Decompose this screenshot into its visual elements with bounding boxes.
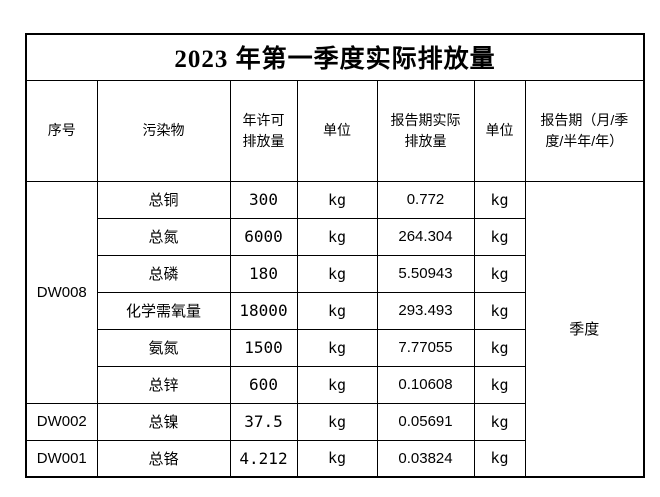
cell-permitted-value: 6000	[229, 217, 298, 256]
cell-permitted-value: 4.212	[229, 439, 298, 478]
table-row: 化学需氧量 18000 kg 293.493 kg	[26, 291, 644, 330]
table-row: DW008 总铜 300 kg 0.772 kg 季度	[25, 180, 645, 478]
cell-outfall-dw008: DW008	[25, 180, 98, 404]
cell-actual-value: 0.03824	[376, 439, 475, 478]
cell-pollutant: 总铬	[96, 439, 231, 478]
table-row: DW002 总镍 37.5 kg 0.05691 kg	[25, 402, 644, 441]
cell-permit-unit: kg	[296, 291, 378, 330]
header-permitted-emission: 年许可排放量	[229, 79, 298, 182]
cell-actual-value: 293.493	[376, 291, 475, 330]
table-row: 总锌 600 kg 0.10608 kg	[26, 365, 644, 404]
table-row: 氨氮 1500 kg 7.77055 kg	[26, 328, 644, 367]
cell-actual-unit: kg	[473, 365, 526, 404]
table-row: 总氮 6000 kg 264.304 kg	[26, 217, 644, 256]
cell-permit-unit: kg	[296, 439, 378, 478]
cell-actual-unit: kg	[473, 254, 526, 293]
cell-permit-unit: kg	[296, 254, 378, 293]
cell-actual-value: 0.05691	[376, 402, 475, 441]
cell-actual-unit: kg	[473, 439, 526, 478]
title-row: 2023 年第一季度实际排放量	[25, 33, 645, 81]
cell-permitted-value: 1500	[229, 328, 298, 367]
cell-permit-unit: kg	[296, 180, 378, 219]
cell-permitted-value: 37.5	[229, 402, 298, 441]
cell-permit-unit: kg	[296, 328, 378, 367]
cell-pollutant: 总氮	[96, 217, 231, 256]
cell-actual-value: 5.50943	[376, 254, 475, 293]
cell-actual-value: 264.304	[376, 217, 475, 256]
cell-permitted-value: 600	[229, 365, 298, 404]
cell-permitted-value: 300	[229, 180, 298, 219]
cell-actual-unit: kg	[473, 180, 526, 219]
cell-actual-value: 0.10608	[376, 365, 475, 404]
cell-actual-unit: kg	[473, 328, 526, 367]
cell-permitted-value: 18000	[229, 291, 298, 330]
cell-permit-unit: kg	[296, 217, 378, 256]
cell-permit-unit: kg	[296, 402, 378, 441]
header-serial-number: 序号	[25, 79, 98, 182]
cell-outfall-dw002: DW002	[25, 402, 98, 441]
header-unit-1: 单位	[296, 79, 378, 182]
page-title: 2023 年第一季度实际排放量	[25, 33, 645, 81]
cell-pollutant: 总镍	[96, 402, 231, 441]
cell-permitted-value: 180	[229, 254, 298, 293]
cell-reporting-period: 季度	[524, 180, 645, 478]
header-pollutant: 污染物	[96, 79, 231, 182]
cell-actual-value: 7.77055	[376, 328, 475, 367]
cell-actual-value: 0.772	[376, 180, 475, 219]
table-row: 总磷 180 kg 5.50943 kg	[26, 254, 644, 293]
header-reporting-period: 报告期（月/季度/半年/年）	[524, 79, 645, 182]
header-unit-2: 单位	[473, 79, 526, 182]
emission-table: 2023 年第一季度实际排放量 序号 污染物 年许可排放量 单位 报告期实际排放…	[25, 33, 646, 478]
cell-permit-unit: kg	[296, 365, 378, 404]
header-row: 序号 污染物 年许可排放量 单位 报告期实际排放量 单位 报告期（月/季度/半年…	[25, 79, 645, 182]
header-actual-emission: 报告期实际排放量	[376, 79, 475, 182]
cell-pollutant: 总铜	[96, 180, 231, 219]
table-row: DW001 总铬 4.212 kg 0.03824 kg	[25, 439, 644, 478]
cell-pollutant: 氨氮	[96, 328, 231, 367]
cell-actual-unit: kg	[473, 217, 526, 256]
cell-actual-unit: kg	[473, 291, 526, 330]
cell-pollutant: 化学需氧量	[96, 291, 231, 330]
cell-pollutant: 总锌	[96, 365, 231, 404]
cell-outfall-dw001: DW001	[25, 439, 98, 478]
cell-pollutant: 总磷	[96, 254, 231, 293]
cell-actual-unit: kg	[473, 402, 526, 441]
